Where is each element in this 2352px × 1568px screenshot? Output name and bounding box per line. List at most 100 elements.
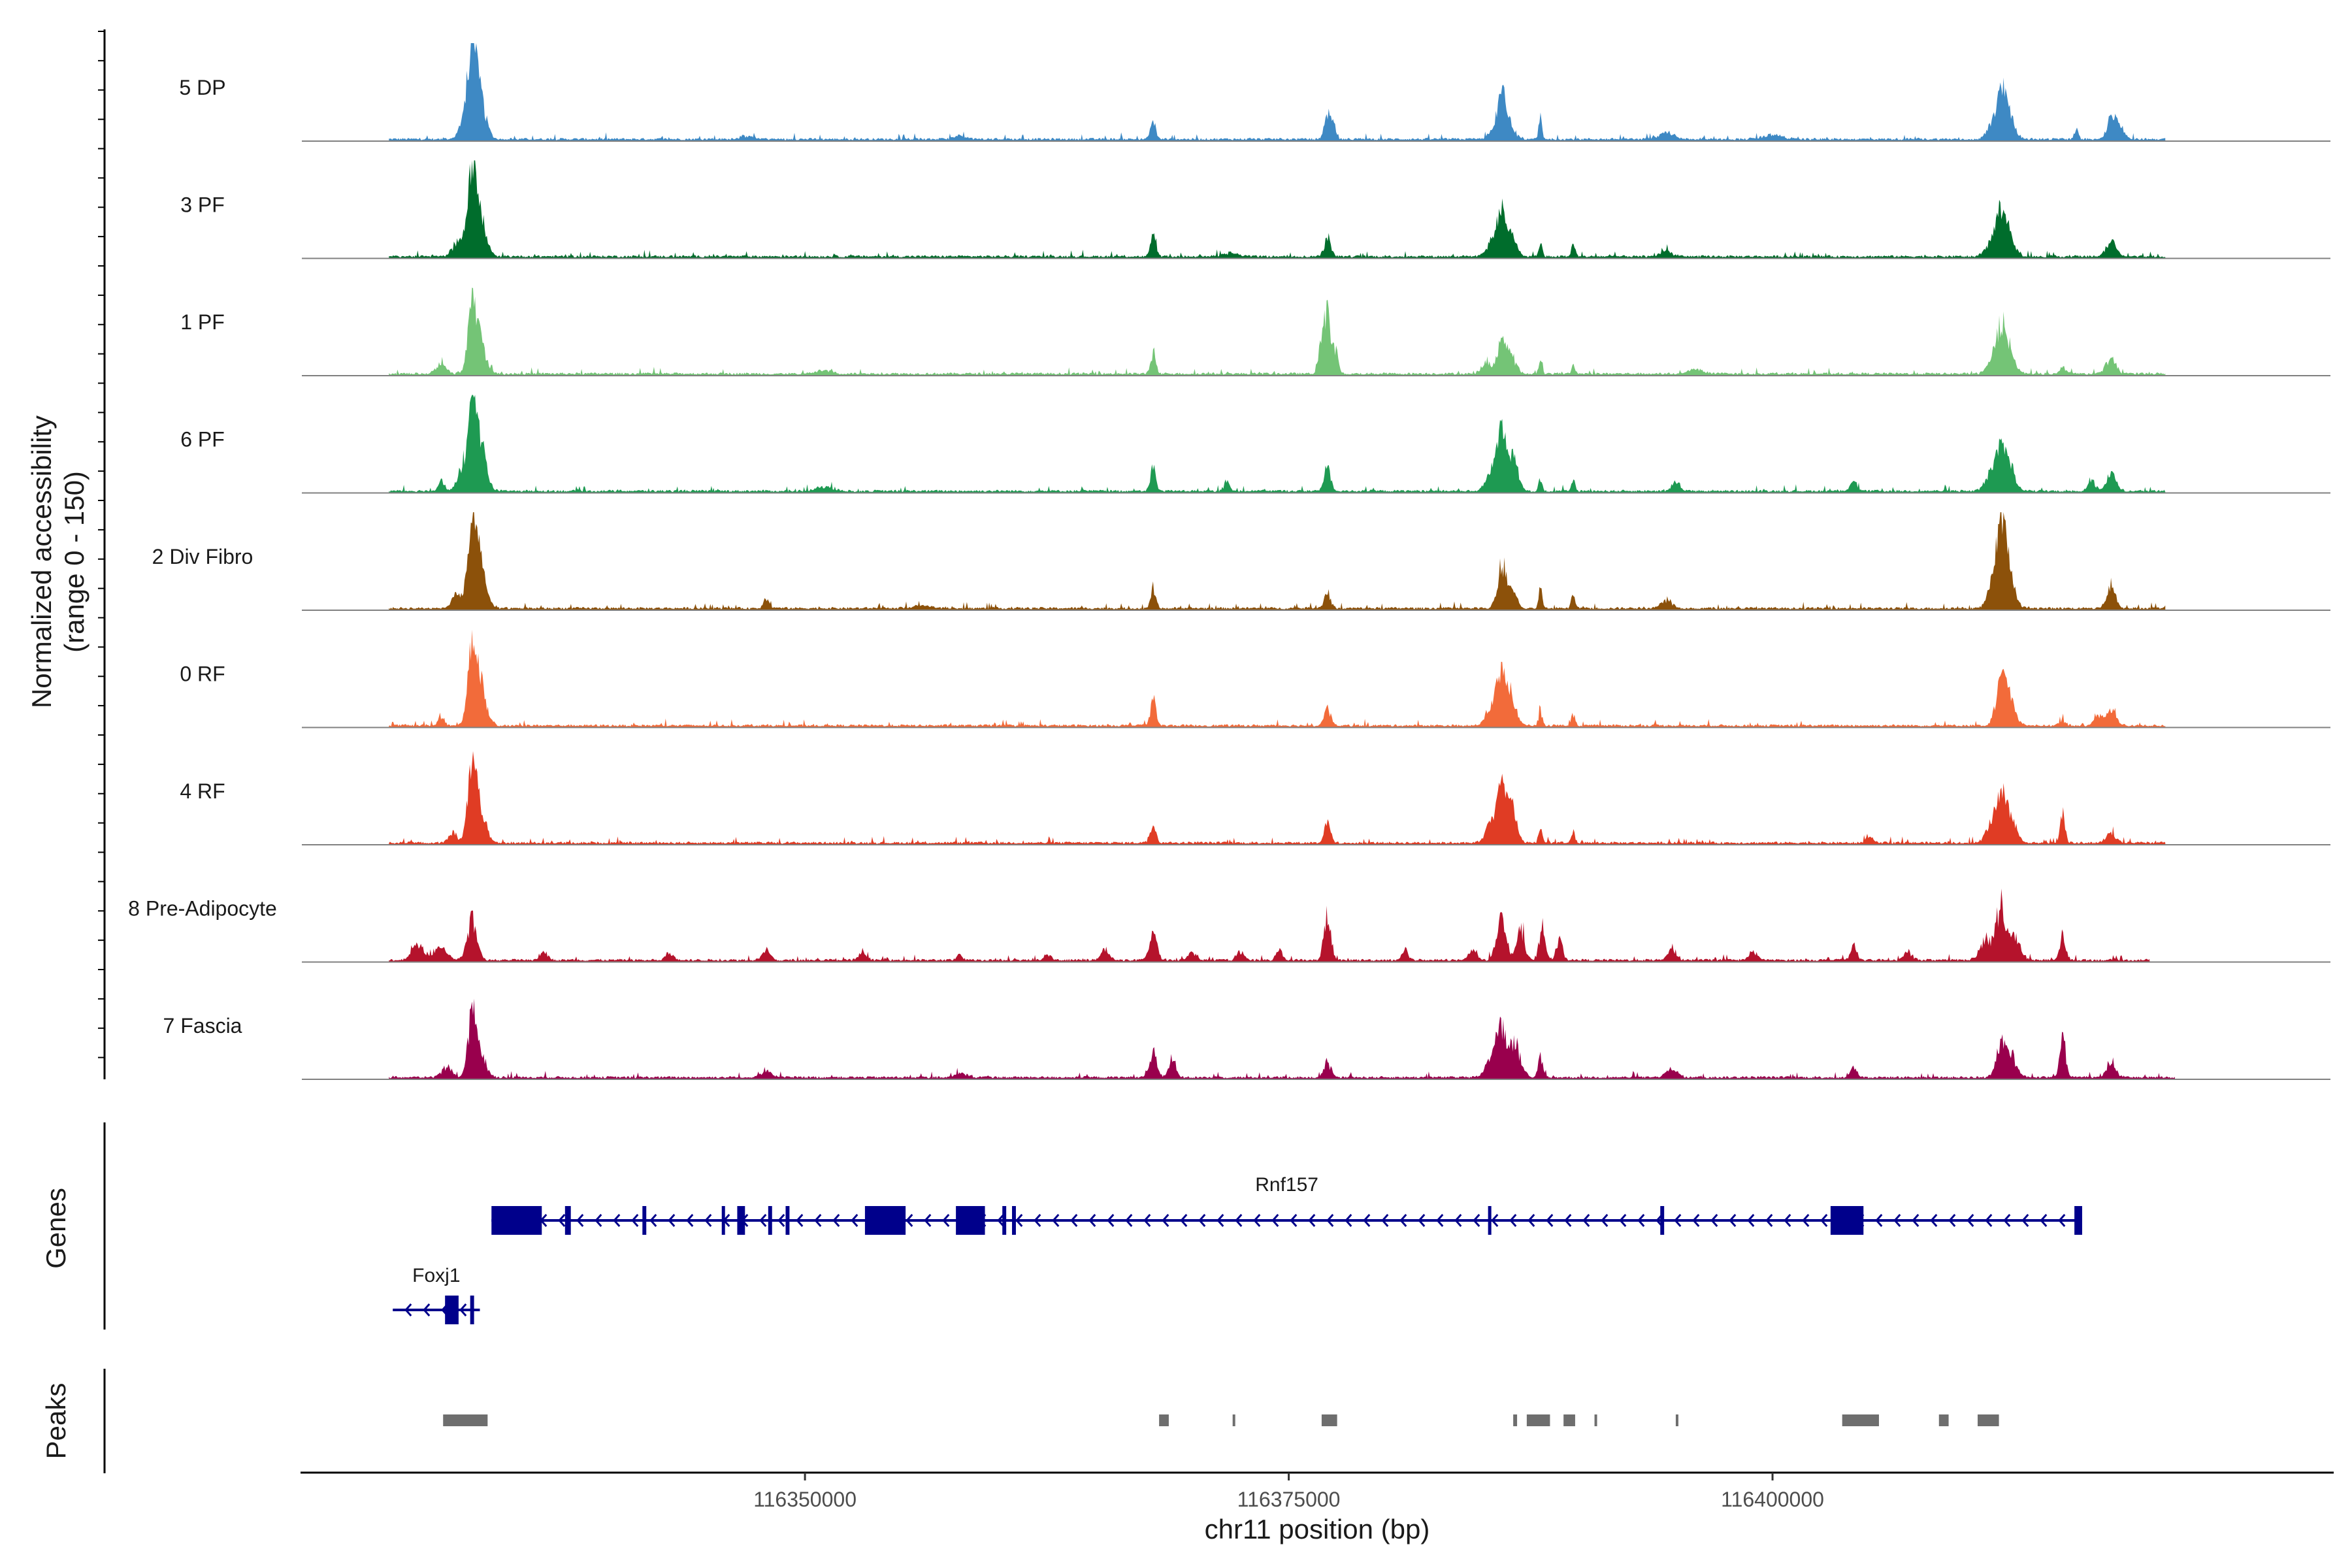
peak-region (1594, 1414, 1597, 1426)
exon (864, 1206, 906, 1235)
coverage-area (389, 287, 2166, 376)
x-axis-title: chr11 position (bp) (1205, 1514, 1430, 1544)
exon (491, 1206, 542, 1235)
y-axis-title-line1: Normalized accessibility (26, 416, 57, 708)
strand-arrow (1198, 1214, 1206, 1227)
strand-arrow (1491, 1214, 1499, 1227)
strand-arrow (1052, 1214, 1060, 1227)
peak-region (1526, 1414, 1550, 1426)
strand-arrow (1546, 1214, 1554, 1227)
exon (768, 1206, 772, 1235)
strand-arrow (1692, 1214, 1700, 1227)
strand-arrow (1985, 1214, 1993, 1227)
coverage-area (389, 751, 2166, 845)
x-tick-label: 116400000 (1721, 1488, 1824, 1511)
strand-arrow (777, 1214, 785, 1227)
strand-arrow (1381, 1214, 1389, 1227)
strand-arrow (1326, 1214, 1334, 1227)
strand-arrow (1509, 1214, 1517, 1227)
strand-arrow (1674, 1214, 1682, 1227)
gene-label: Rnf157 (1255, 1174, 1318, 1196)
coverage-area (389, 395, 2166, 493)
y-axis-title-line2: (range 0 - 150) (59, 471, 90, 653)
track-label: 1 PF (180, 310, 225, 334)
strand-arrow (1363, 1214, 1371, 1227)
exon (956, 1206, 985, 1235)
track-0-rf: 0 RF (180, 629, 2330, 728)
strand-arrow (1180, 1214, 1188, 1227)
strand-arrow (423, 1303, 431, 1316)
coverage-tracks: 5 DP 3 PF 1 PF 6 PF 2 Div Fibro 0 RF 4 RF 8 Pre… (128, 43, 2330, 1080)
strand-arrow (1619, 1214, 1627, 1227)
strand-arrow (1418, 1214, 1426, 1227)
track-4-rf: 4 RF (180, 751, 2330, 845)
exon (721, 1206, 725, 1235)
strand-arrow (1710, 1214, 1718, 1227)
coverage-area (389, 629, 2166, 728)
x-axis-ticks: 116350000 116375000 116400000 (753, 1473, 1824, 1511)
genes-panel-title: Genes (41, 1188, 71, 1269)
coverage-area (389, 160, 2166, 259)
coverage-area (389, 512, 2166, 610)
strand-arrow (832, 1214, 840, 1227)
strand-arrow (613, 1214, 621, 1227)
strand-arrow (1802, 1214, 1810, 1227)
strand-arrow (1217, 1214, 1224, 1227)
strand-arrow (1399, 1214, 1407, 1227)
strand-arrow (1564, 1214, 1572, 1227)
strand-arrow (1473, 1214, 1480, 1227)
strand-arrow (924, 1214, 932, 1227)
strand-arrow (1308, 1214, 1316, 1227)
track-label: 6 PF (180, 428, 225, 451)
strand-arrow (1601, 1214, 1609, 1227)
exon (642, 1206, 647, 1235)
exon (2074, 1206, 2082, 1235)
track-6-pf: 6 PF (180, 395, 2330, 494)
coverage-area (389, 998, 2176, 1079)
track-label: 5 DP (179, 76, 225, 99)
track-8-pre-adipocyte: 8 Pre-Adipocyte (128, 889, 2330, 963)
track-2-div-fibro: 2 Div Fibro (152, 512, 2330, 611)
strand-arrow (2021, 1214, 2029, 1227)
strand-arrow (851, 1214, 858, 1227)
peak-region (1842, 1414, 1879, 1426)
exon (445, 1296, 459, 1324)
exon (1830, 1206, 1864, 1235)
strand-arrow (1820, 1214, 1828, 1227)
track-label: 4 RF (180, 779, 225, 803)
exon (737, 1206, 745, 1235)
track-label: 2 Div Fibro (152, 545, 253, 568)
peak-region (1978, 1414, 1999, 1426)
track-1-pf: 1 PF (180, 287, 2330, 376)
strand-arrow (595, 1214, 602, 1227)
peak-region (1232, 1414, 1235, 1426)
strand-arrow (1527, 1214, 1535, 1227)
gene-annotation-track: Rnf157 Foxj1 (393, 1174, 2082, 1324)
gene-rnf157: Rnf157 (491, 1174, 2082, 1235)
strand-arrow (1034, 1214, 1041, 1227)
strand-arrow (686, 1214, 694, 1227)
peak-region (1159, 1414, 1169, 1426)
strand-arrow (704, 1214, 712, 1227)
strand-arrow (796, 1214, 804, 1227)
x-tick-label: 116375000 (1237, 1488, 1341, 1511)
strand-arrow (1125, 1214, 1133, 1227)
coverage-area (389, 889, 2150, 962)
strand-arrow (1162, 1214, 1169, 1227)
peak-region (1321, 1414, 1337, 1426)
track-label: 3 PF (180, 193, 225, 217)
strand-arrow (1948, 1214, 1956, 1227)
peak-region (443, 1414, 488, 1426)
strand-arrow (942, 1214, 950, 1227)
track-3-pf: 3 PF (180, 160, 2330, 259)
gene-foxj1: Foxj1 (393, 1265, 480, 1324)
exon (1012, 1206, 1016, 1235)
peak-region (1513, 1414, 1518, 1426)
strand-arrow (1235, 1214, 1243, 1227)
exon (1660, 1206, 1665, 1235)
strand-arrow (2003, 1214, 2011, 1227)
peak-track (443, 1414, 1999, 1426)
strand-arrow (1747, 1214, 1755, 1227)
strand-arrow (631, 1214, 639, 1227)
